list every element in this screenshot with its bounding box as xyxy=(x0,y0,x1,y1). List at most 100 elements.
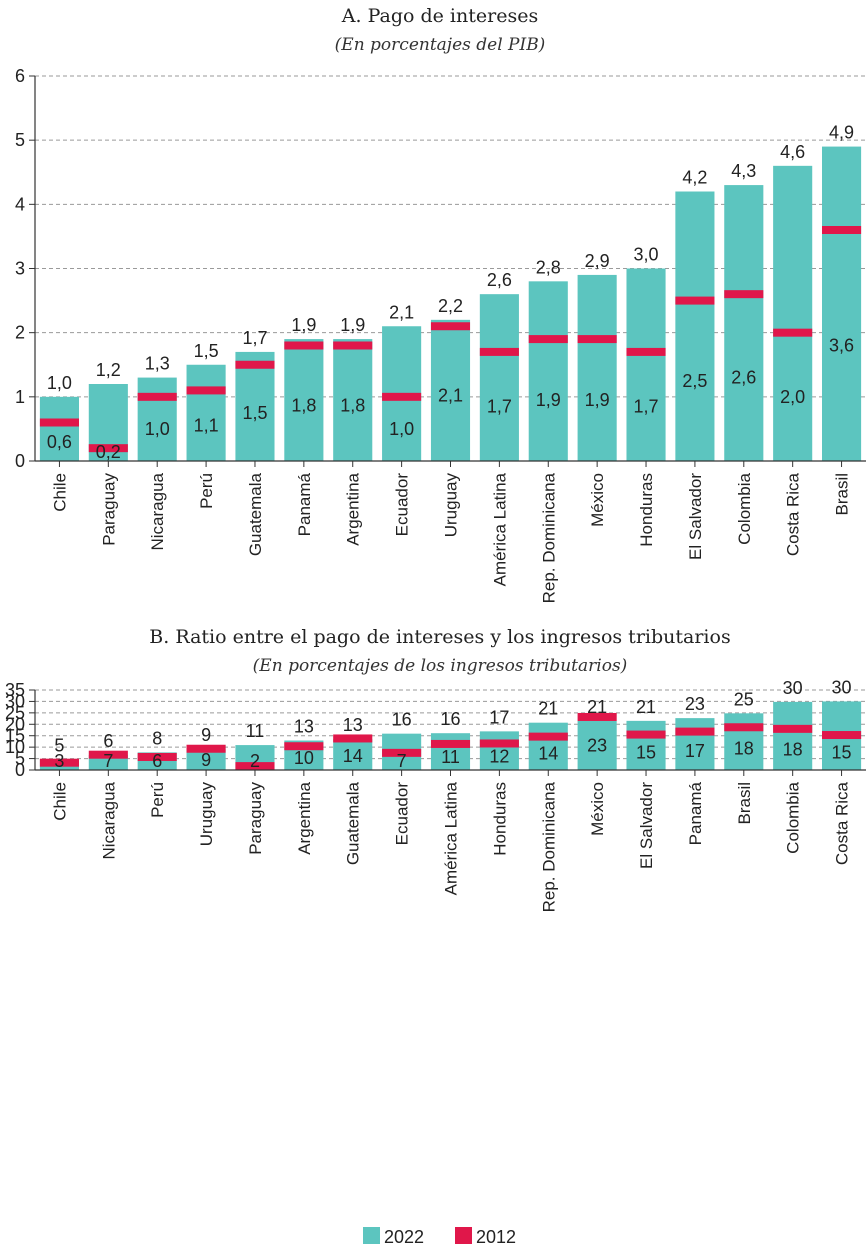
chart-b-marker-2012 xyxy=(333,734,373,743)
chart-b-value-label-2022: 21 xyxy=(538,699,558,719)
chart-b-marker-2012 xyxy=(137,752,177,761)
chart-a-value-label-2022: 4,6 xyxy=(780,142,805,162)
chart-a-y-tick-label: 0 xyxy=(15,451,25,471)
chart-a-bar-2022 xyxy=(284,339,324,461)
chart-a-value-label-2022: 2,6 xyxy=(487,270,512,290)
chart-b-bar-2022 xyxy=(186,749,226,770)
chart-b-y-tick-label: 25 xyxy=(5,703,25,723)
chart-b-marker-2012 xyxy=(822,731,862,740)
chart-a-value-label-2022: 2,1 xyxy=(389,302,414,322)
chart-b-marker-2012 xyxy=(88,750,128,759)
chart-b-value-label-2022: 21 xyxy=(587,697,607,717)
chart-b-marker-2012 xyxy=(235,762,275,771)
chart-a-value-label-2012: 3,6 xyxy=(829,336,854,356)
chart-a-value-label-2022: 1,5 xyxy=(194,341,219,361)
chart-b-y-tick-label: 20 xyxy=(5,714,25,734)
chart-b-category-label: Colombia xyxy=(784,781,803,853)
chart-b-bar-2022 xyxy=(675,718,715,770)
chart-b-y-tick-label: 10 xyxy=(5,737,25,757)
chart-b-value-label-2022: 21 xyxy=(636,697,656,717)
chart-a-value-label-2012: 1,0 xyxy=(389,419,414,439)
chart-b-plot: 0510152025303553Chile67Nicaragua86Perú99… xyxy=(5,677,866,912)
chart-a-category-label: Ecuador xyxy=(393,473,412,537)
chart-b-category-label: El Salvador xyxy=(637,782,656,869)
chart-a-plot: 0 1 2 3 4 5 6 1,0 0,6 Chile 1,2 0,2 Paraguay 1,3 1,0 Ni… xyxy=(15,66,866,603)
chart-b-value-label-2022: 13 xyxy=(294,717,314,737)
chart-b-title: B. Ratio entre el pago de intereses y lo… xyxy=(149,626,730,648)
chart-b-value-label-2012: 15 xyxy=(832,743,852,763)
chart-b-marker-2012 xyxy=(773,724,813,733)
chart-b-value-label-2012: 10 xyxy=(294,748,314,768)
chart-b-value-label-2022: 30 xyxy=(783,678,803,698)
chart-b-bar-2022 xyxy=(528,722,568,770)
chart-a-value-label-2022: 1,3 xyxy=(145,354,170,374)
chart-b-value-label-2012: 2 xyxy=(250,751,260,771)
chart-b-category-label: Costa Rica xyxy=(833,781,852,865)
chart-b-value-label-2022: 9 xyxy=(201,725,211,745)
chart-b-marker-2012 xyxy=(284,742,324,751)
chart-b-value-label-2022: 16 xyxy=(440,709,460,729)
chart-b-category-label: Perú xyxy=(148,782,167,818)
chart-b-bar-2022 xyxy=(577,720,617,770)
chart-a-value-label-2022: 2,9 xyxy=(585,251,610,271)
chart-b-y-tick-label: 35 xyxy=(5,680,25,700)
chart-a-bar-2022 xyxy=(39,396,79,461)
chart-a-category-label: Chile xyxy=(50,473,69,512)
chart-a-category-label: Uruguay xyxy=(442,473,461,538)
chart-b-value-label-2012: 14 xyxy=(343,746,363,766)
chart-b-bar-2022 xyxy=(479,731,519,770)
chart-a-bar-2022 xyxy=(773,165,813,462)
chart-a-marker-2012 xyxy=(235,360,275,369)
chart-a-bar-2022 xyxy=(724,185,764,462)
chart-a-bar-2022 xyxy=(333,339,373,461)
chart-a-category-label: México xyxy=(588,473,607,527)
chart-b-category-label: Paraguay xyxy=(246,782,265,855)
chart-b-value-label-2012: 18 xyxy=(734,739,754,759)
chart-b-category-label: Honduras xyxy=(490,782,509,856)
chart-a-value-label-2022: 2,8 xyxy=(536,257,561,277)
chart-b-y-tick-label: 15 xyxy=(5,726,25,746)
chart-a-marker-2012 xyxy=(773,328,813,337)
chart-a-y-tick-label: 5 xyxy=(15,130,25,150)
chart-b-marker-2012 xyxy=(479,739,519,748)
chart-a-marker-2012 xyxy=(382,392,422,401)
chart-b-value-label-2012: 6 xyxy=(152,751,162,771)
chart-b-bar-2022 xyxy=(724,713,764,770)
chart-a-value-label-2012: 1,7 xyxy=(487,396,512,416)
chart-b-value-label-2012: 18 xyxy=(783,739,803,759)
chart-b-value-label-2022: 17 xyxy=(489,707,509,727)
chart-b-value-label-2022: 11 xyxy=(246,721,265,741)
chart-a-category-label: Rep. Dominicana xyxy=(539,472,558,603)
chart-a-value-label-2012: 1,7 xyxy=(634,396,659,416)
chart-a-marker-2012 xyxy=(333,341,373,350)
chart-b-category-label: Uruguay xyxy=(197,782,216,847)
chart-a-marker-2012 xyxy=(186,386,226,395)
chart-a-marker-2012 xyxy=(528,335,568,344)
chart-a-bar-2022 xyxy=(235,351,275,461)
chart-a-bar-2022 xyxy=(675,191,715,461)
chart-a-value-label-2012: 1,5 xyxy=(242,403,267,423)
chart-a-marker-2012 xyxy=(675,296,715,305)
chart-b-category-label: México xyxy=(588,782,607,836)
chart-b-value-label-2022: 13 xyxy=(343,715,363,735)
chart-b-value-label-2012: 15 xyxy=(636,742,656,762)
chart-a-bar-2022 xyxy=(822,146,862,462)
chart-b-value-label-2022: 8 xyxy=(152,728,162,748)
chart-a-bar-2022 xyxy=(186,364,226,461)
chart-a-category-label: Costa Rica xyxy=(784,472,803,556)
chart-a-marker-2012 xyxy=(39,418,79,427)
chart-b-marker-2012 xyxy=(528,732,568,741)
chart-a-value-label-2012: 1,9 xyxy=(536,390,561,410)
chart-b-category-label: Argentina xyxy=(295,781,314,854)
chart-b-value-label-2012: 7 xyxy=(103,751,113,771)
legend: 2022 2012 xyxy=(363,1227,516,1247)
chart-b-y-tick-label: 0 xyxy=(15,760,25,780)
chart-a-value-label-2012: 1,8 xyxy=(291,395,316,415)
chart-b-bar-2022 xyxy=(430,733,471,770)
chart-b-marker-2012 xyxy=(430,739,471,748)
chart-a-marker-2012 xyxy=(626,347,666,356)
chart-a-y-tick-label: 1 xyxy=(15,387,25,407)
chart-b-value-label-2022: 25 xyxy=(734,689,754,709)
chart-a-value-label-2012: 2,0 xyxy=(780,387,805,407)
chart-a-value-label-2012: 0,2 xyxy=(96,442,121,462)
